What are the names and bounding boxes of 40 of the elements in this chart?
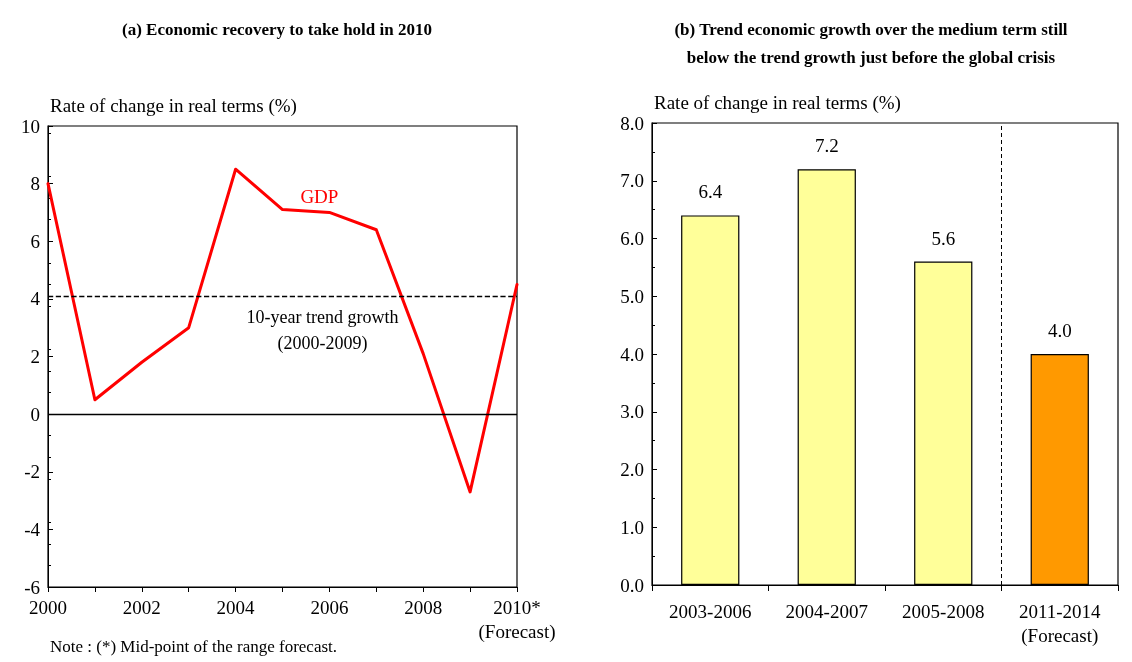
x-tick-label: 2000 [29, 596, 67, 618]
y-tick-label: 3.0 [620, 401, 644, 423]
y-tick-label: -4 [24, 518, 41, 540]
x-tick-label: 2011-2014 (Forecast) [1018, 600, 1102, 647]
line-series [46, 167, 519, 494]
y-axis-title: Rate of change in real terms (%) [654, 92, 901, 114]
text: Note : (*) Mid-point of the range forecast. [50, 637, 338, 656]
y-tick-label: 0 [30, 403, 40, 425]
data-label: 4.0 [1047, 320, 1072, 341]
y-tick-label: 7.0 [620, 170, 644, 192]
x-tick-label: 2002 [122, 596, 161, 618]
y-tick-label: -6 [24, 576, 40, 598]
y-tick-label: 1.0 [620, 516, 644, 538]
x-tick-label: 2004 [216, 596, 256, 618]
data-label: 5.6 [931, 227, 956, 249]
y-tick-label: 8 [30, 173, 40, 195]
series-label: GDP [300, 186, 339, 208]
x-tick-label: 2005-2008 [902, 600, 985, 622]
chart-title: (b) Trend economic growth over the medium term still below the trend growth just before the global crisis [674, 19, 1068, 67]
y-axis-title: Rate of change in real terms (%) [50, 95, 297, 117]
x-tick-label: 2010* (Forecast) [478, 596, 556, 643]
data-label: 7.2 [814, 135, 839, 157]
y-tick-label: 2 [30, 346, 40, 367]
x-tick-label: 2004-2007 [785, 600, 868, 622]
y-tick-label: 4.0 [620, 343, 644, 365]
y-tick-label: 5.0 [620, 285, 644, 307]
x-tick-label: 2003-2006 [669, 600, 752, 622]
data-label: 6.4 [698, 181, 723, 203]
ref-line-label: 10-year trend growth (2000-2009) [246, 306, 399, 354]
x-tick-label: 2006 [310, 596, 349, 618]
y-tick-label: 8.0 [620, 112, 644, 134]
y-tick-label: 10 [21, 115, 40, 137]
y-tick-label: 6.0 [620, 228, 644, 249]
y-tick-label: 6 [30, 230, 40, 252]
y-tick-label: 2.0 [620, 459, 644, 480]
chart-title: (a) Economic recovery to take hold in 2010 [122, 19, 432, 39]
y-tick-label: 4 [30, 288, 41, 310]
x-tick-label: 2008 [404, 596, 443, 618]
y-tick-label: 0.0 [620, 574, 644, 596]
y-tick-label: -2 [24, 461, 40, 483]
